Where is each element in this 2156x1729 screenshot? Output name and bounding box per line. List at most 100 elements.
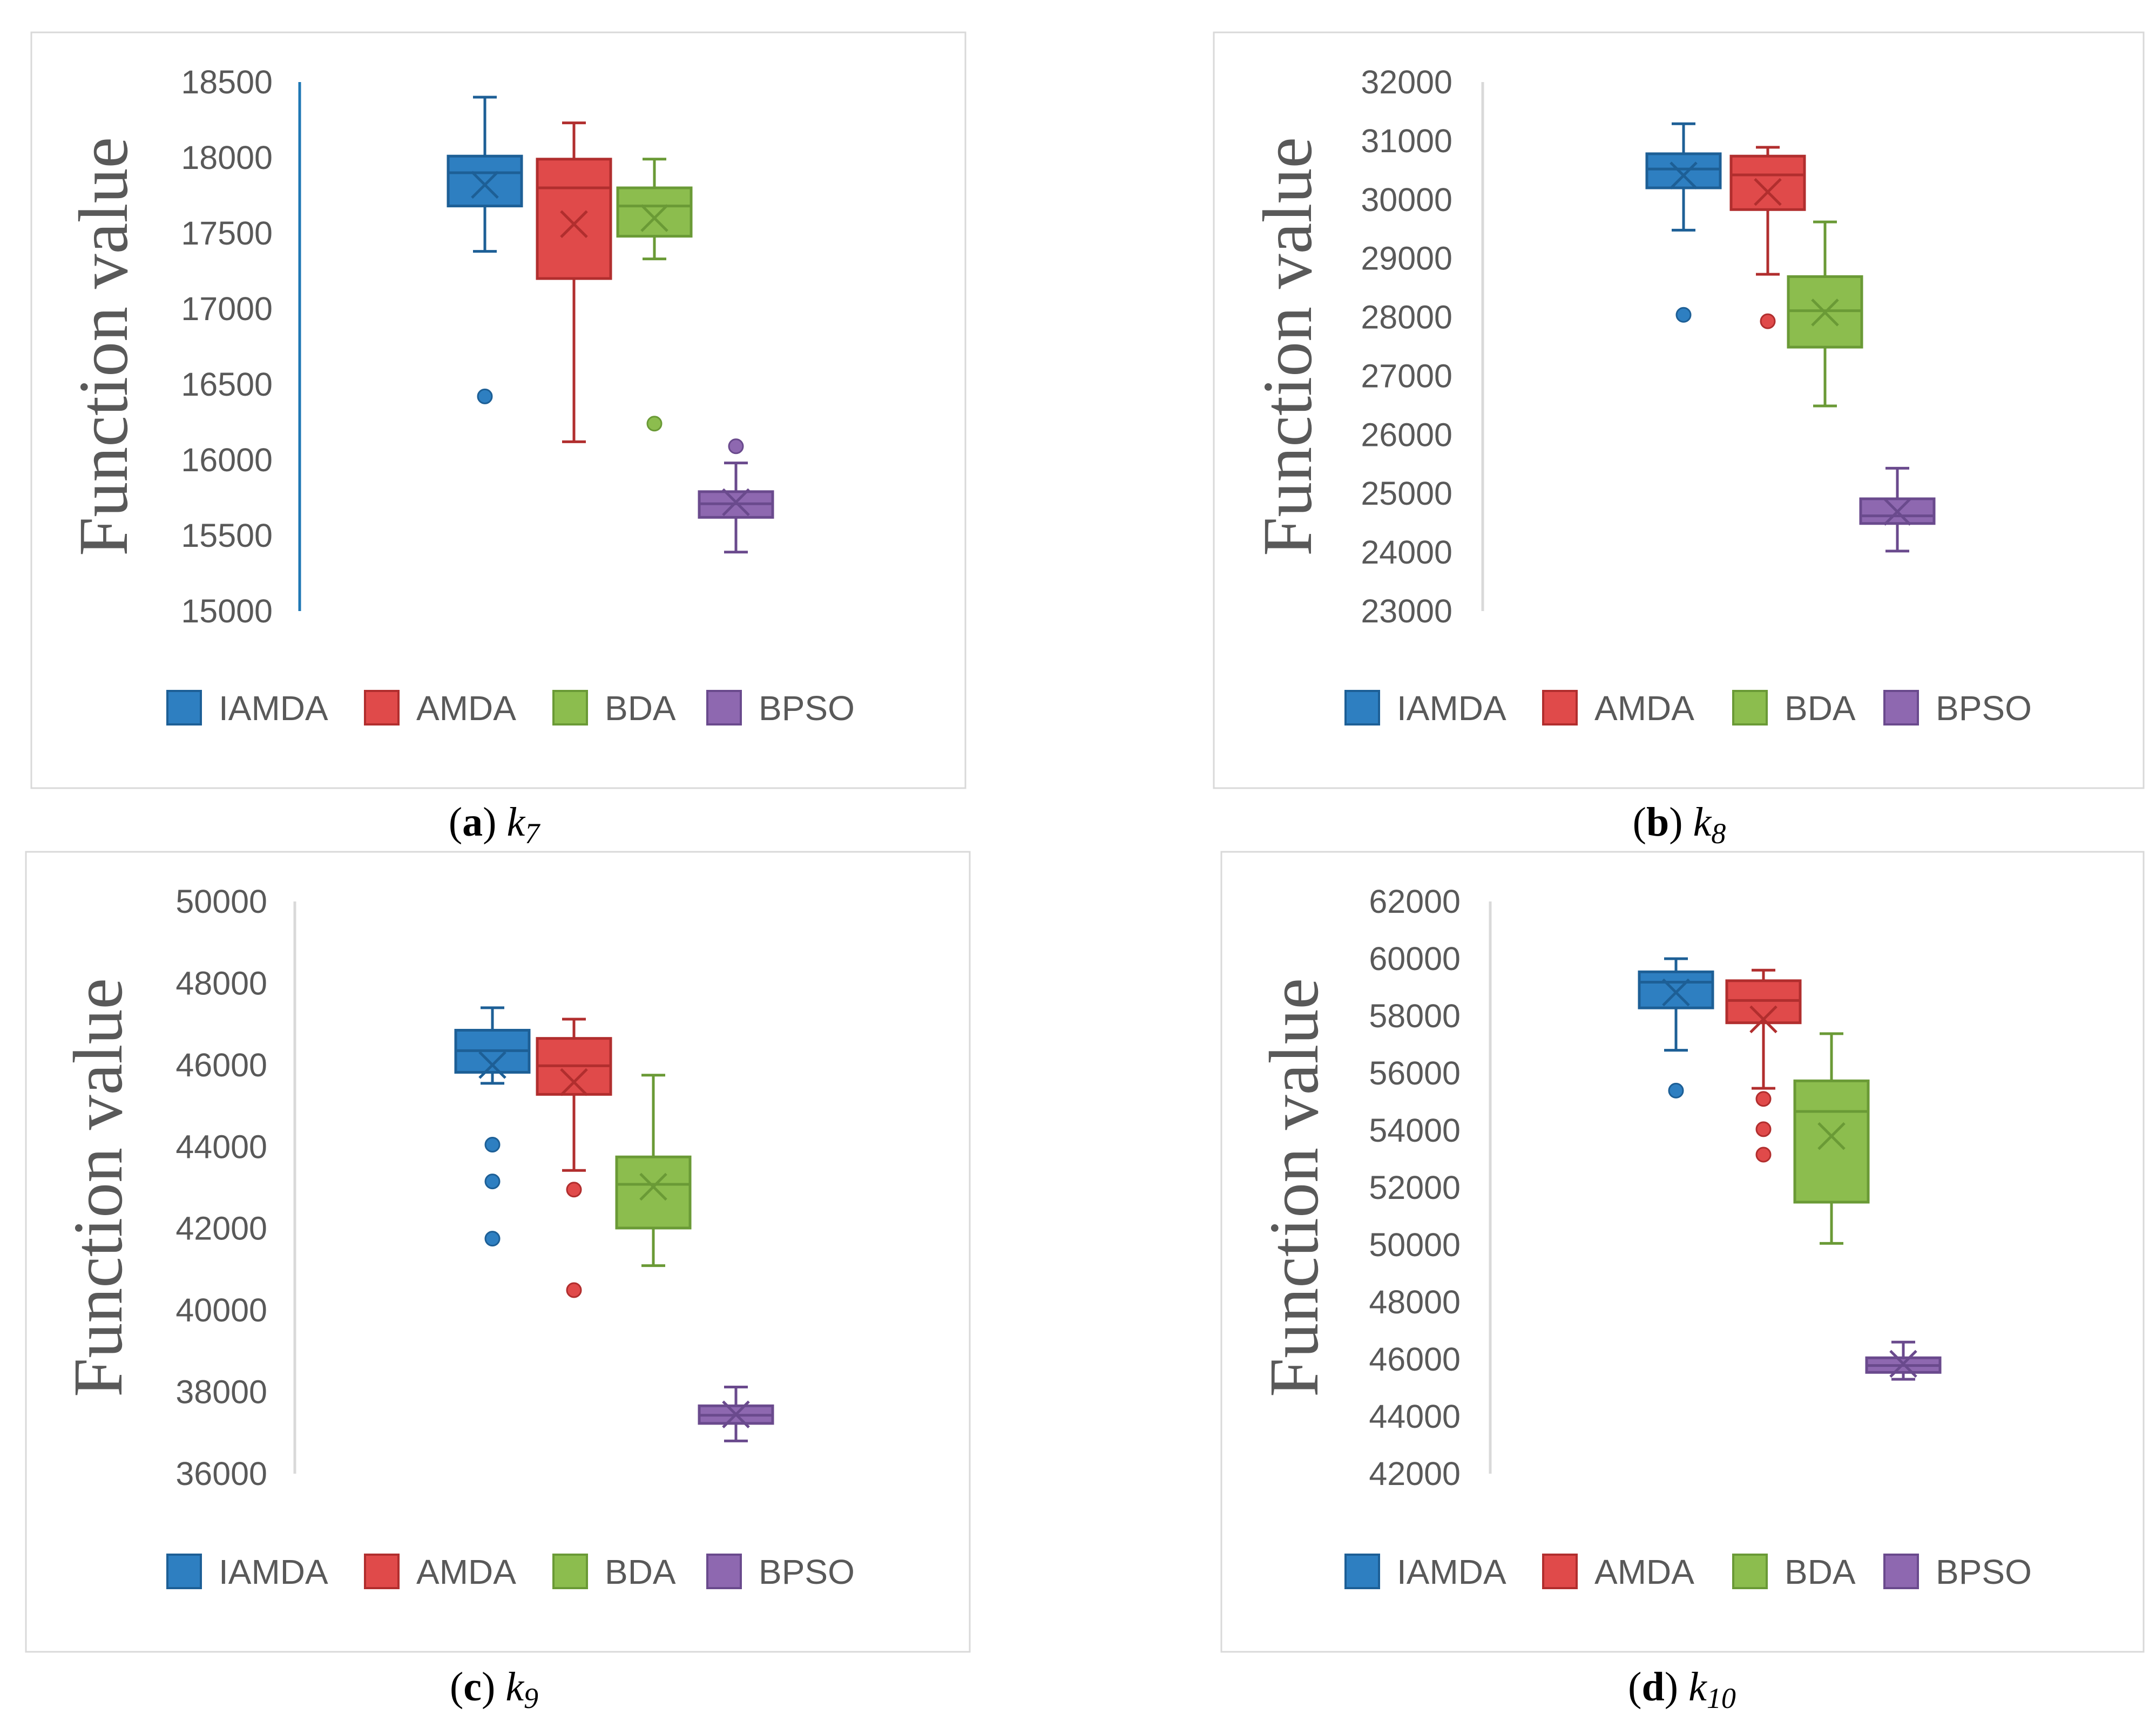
outlier-point [646, 416, 663, 432]
box-series-bpso [1859, 466, 1936, 553]
box-iqr [616, 186, 693, 238]
y-tick-label: 46000 [1369, 1341, 1461, 1378]
legend-label-bpso: BPSO [759, 1552, 855, 1591]
legend-swatch-bpso [1883, 690, 1919, 725]
box-series-amda [536, 1018, 612, 1298]
y-tick-label: 18000 [181, 139, 273, 176]
y-tick-label: 48000 [175, 965, 267, 1001]
box-series-bda [615, 1074, 692, 1267]
outlier-point [1755, 1147, 1772, 1163]
y-tick-label: 52000 [1369, 1169, 1461, 1206]
caption-variable: k [1688, 1664, 1707, 1710]
outlier-point [484, 1231, 501, 1247]
mean-marker [1749, 1005, 1777, 1034]
legend-label-iamda: IAMDA [219, 1552, 328, 1591]
caption-subscript: 10 [1707, 1682, 1736, 1714]
box-iqr [447, 154, 523, 208]
y-tick-label: 16000 [181, 442, 273, 478]
panel-caption: (a) k7 [449, 799, 540, 850]
legend-swatch-bda [552, 690, 588, 725]
legend-label-iamda: IAMDA [1397, 1552, 1506, 1591]
legend-swatch-iamda [1344, 690, 1380, 725]
y-tick-label: 24000 [1361, 534, 1452, 571]
chart-frame [1213, 31, 2145, 789]
mean-marker [722, 488, 750, 517]
mean-marker [560, 1068, 588, 1096]
box-iqr [1638, 970, 1714, 1009]
mean-marker [1754, 178, 1782, 206]
legend-label-bpso: BPSO [1936, 1552, 2032, 1591]
outlier-point [484, 1174, 501, 1190]
y-tick-label: 16500 [181, 366, 273, 403]
y-axis-label: Function value [1255, 978, 1333, 1397]
box-iqr [536, 158, 612, 280]
y-tick-label: 15500 [181, 517, 273, 554]
outlier-point [566, 1182, 582, 1198]
legend-label-bda: BDA [1785, 1552, 1856, 1591]
box-iqr [1729, 154, 1806, 211]
box-series-amda [536, 121, 612, 443]
caption-letter: b [1646, 799, 1669, 845]
box-iqr [1859, 497, 1936, 525]
outlier-point [484, 1137, 501, 1152]
legend-label-iamda: IAMDA [219, 689, 328, 728]
y-tick-label: 30000 [1361, 181, 1452, 218]
mean-marker [722, 1400, 750, 1428]
chart-frame [30, 31, 967, 789]
y-tick-label: 58000 [1369, 998, 1461, 1034]
y-tick-label: 32000 [1361, 64, 1452, 100]
chart-frame [25, 851, 971, 1653]
legend-swatch-bpso [1883, 1554, 1919, 1589]
outlier-point [477, 388, 493, 404]
mean-marker [1811, 299, 1839, 327]
legend-swatch-amda [364, 690, 400, 725]
box-series-iamda [454, 1006, 531, 1247]
y-tick-label: 18500 [181, 64, 273, 100]
legend-swatch-amda [364, 1554, 400, 1589]
caption-letter: d [1641, 1664, 1664, 1710]
legend-label-bda: BDA [605, 689, 676, 728]
y-axis-label: Function value [1249, 137, 1327, 556]
panel-caption: (d) k10 [1628, 1664, 1736, 1714]
legend-label-iamda: IAMDA [1397, 689, 1506, 728]
y-tick-label: 40000 [175, 1292, 267, 1328]
panel-caption: (c) k9 [450, 1664, 538, 1714]
caption-subscript: 8 [1711, 817, 1726, 850]
y-tick-label: 50000 [175, 883, 267, 920]
y-tick-label: 29000 [1361, 240, 1452, 277]
box-series-bpso [698, 438, 774, 554]
panel-c: 36000 38000 40000 42000 44000 46000 48000 50000… [25, 851, 971, 1714]
y-axis-label: Function value [65, 137, 143, 556]
y-tick-label: 31000 [1361, 123, 1452, 159]
y-tick-label: 44000 [1369, 1398, 1461, 1435]
legend-swatch-bpso [706, 1554, 742, 1589]
box-series-amda [1725, 968, 1802, 1163]
outlier-point [1675, 307, 1692, 323]
legend-swatch-iamda [1344, 1554, 1380, 1589]
mean-marker [1662, 978, 1690, 1007]
panel-caption: (b) k8 [1633, 799, 1726, 850]
legend-label-bpso: BPSO [759, 689, 855, 728]
y-tick-label: 15000 [181, 593, 273, 629]
y-tick-label: 42000 [175, 1210, 267, 1247]
mean-marker [471, 171, 499, 199]
box-series-bpso [698, 1385, 774, 1442]
y-axis-label: Function value [59, 978, 137, 1397]
mean-marker [1670, 161, 1698, 189]
box-iqr [1645, 152, 1722, 189]
outlier-point [566, 1282, 582, 1298]
legend-label-amda: AMDA [1594, 689, 1694, 728]
y-tick-label: 56000 [1369, 1055, 1461, 1091]
box-series-iamda [447, 96, 523, 404]
y-tick-label: 36000 [175, 1455, 267, 1492]
outlier-point [1760, 313, 1776, 329]
y-tick-label: 17000 [181, 290, 273, 327]
y-tick-label: 42000 [1369, 1455, 1461, 1492]
box-series-amda [1729, 146, 1806, 329]
y-tick-label: 44000 [175, 1128, 267, 1165]
box-iqr [1793, 1079, 1870, 1204]
box-series-bda [616, 158, 693, 432]
outlier-point [728, 438, 744, 455]
mean-marker [639, 1172, 667, 1201]
